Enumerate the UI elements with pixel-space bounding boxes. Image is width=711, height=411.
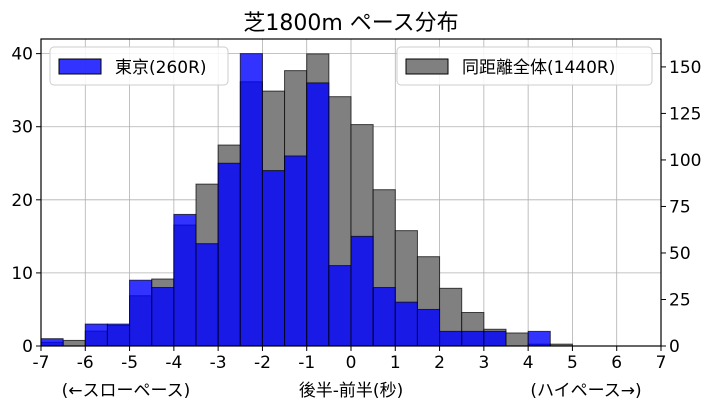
- y-right-tick-label: 50: [669, 244, 691, 264]
- bar-tokyo: [461, 330, 485, 347]
- legend-all-box: [396, 46, 653, 86]
- legend-tokyo-label: 東京(260R): [115, 58, 207, 78]
- x-tick-label: 3: [478, 353, 489, 373]
- legend-tokyo-swatch: [58, 58, 102, 75]
- legend-tokyo-box: [49, 46, 229, 86]
- bar-tokyo: [527, 330, 551, 347]
- y-left-tick-label: 30: [11, 118, 33, 138]
- x-tick-label: -2: [254, 353, 271, 373]
- bar-tokyo: [416, 308, 441, 347]
- x-tick-label: -7: [33, 353, 50, 373]
- x-axis-label: 後半-前半(秒): [299, 381, 403, 401]
- legend-all: 同距離全体(1440R): [396, 46, 653, 86]
- bar-tokyo: [217, 162, 241, 347]
- bar-tokyo: [483, 330, 507, 347]
- chart-title: 芝1800m ペース分布: [243, 11, 458, 36]
- legend-all-swatch: [405, 58, 449, 75]
- bar-tokyo: [84, 323, 108, 347]
- bar-tokyo: [350, 235, 374, 347]
- bar-tokyo: [151, 287, 175, 347]
- bar-tokyo: [239, 53, 263, 347]
- y-axis-right-ticks: 0 25 50 75 100 125 150: [661, 58, 701, 357]
- x-label-slow: (←スローペース): [62, 381, 191, 401]
- x-tick-label: -1: [298, 353, 315, 373]
- x-tick-label: 1: [390, 353, 401, 373]
- y-right-tick-label: 150: [669, 58, 701, 78]
- x-tick-label: -5: [121, 353, 138, 373]
- x-axis-ticks: -7 -6 -5 -4 -3 -2 -1 0 1 2 3 4 5 6 7: [33, 346, 667, 373]
- y-left-tick-label: 20: [11, 191, 33, 211]
- bar-tokyo: [284, 155, 308, 347]
- bar-tokyo: [372, 287, 396, 347]
- y-left-tick-label: 40: [11, 45, 33, 65]
- x-tick-label: 5: [567, 353, 578, 373]
- legend-all-label: 同距離全体(1440R): [462, 58, 615, 78]
- x-tick-label: 0: [346, 353, 357, 373]
- bar-all-distance: [505, 332, 529, 347]
- y-axis-left-ticks: 0 10 20 30 40: [11, 45, 41, 357]
- bar-tokyo: [173, 213, 197, 347]
- x-tick-label: 2: [434, 353, 445, 373]
- legend-tokyo: 東京(260R): [49, 46, 229, 86]
- x-tick-label: -6: [77, 353, 94, 373]
- bar-tokyo: [261, 170, 286, 347]
- x-tick-label: 7: [656, 353, 667, 373]
- y-right-tick-label: 125: [669, 104, 701, 124]
- x-tick-label: -4: [165, 353, 182, 373]
- y-right-tick-label: 25: [669, 290, 691, 310]
- bar-tokyo: [306, 82, 330, 347]
- x-tick-label: 6: [611, 353, 622, 373]
- x-label-fast: (ハイペース→): [530, 381, 641, 401]
- y-right-tick-label: 0: [669, 337, 680, 357]
- y-right-tick-label: 75: [669, 197, 691, 217]
- bar-tokyo: [195, 243, 219, 347]
- bar-all-distance: [62, 339, 86, 347]
- bar-tokyo: [394, 301, 418, 347]
- x-tick-label: 4: [523, 353, 534, 373]
- bar-tokyo: [106, 323, 131, 347]
- y-left-tick-label: 0: [22, 337, 33, 357]
- x-tick-label: -3: [210, 353, 227, 373]
- y-right-tick-label: 100: [669, 151, 701, 171]
- series-tokyo: [40, 53, 551, 347]
- bar-tokyo: [439, 330, 463, 347]
- bar-tokyo: [129, 279, 153, 347]
- y-left-tick-label: 10: [11, 264, 33, 284]
- bar-tokyo: [40, 338, 64, 347]
- bar-tokyo: [328, 265, 352, 347]
